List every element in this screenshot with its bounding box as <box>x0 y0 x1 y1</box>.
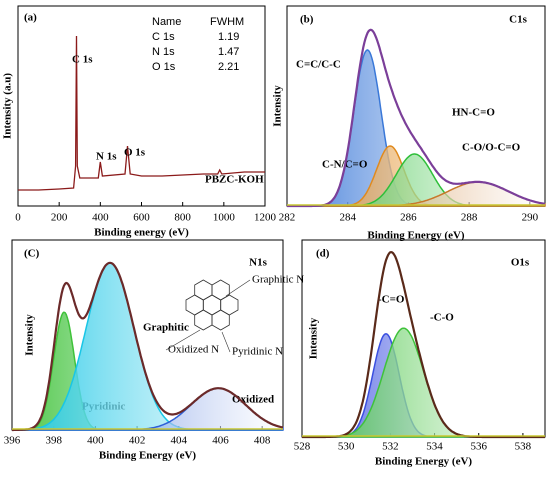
inset-label: Pyridinic N <box>232 346 283 358</box>
x-tick-label: 404 <box>171 435 188 447</box>
peak-label: HN-C=O <box>452 107 495 119</box>
x-tick-label: 200 <box>51 212 68 224</box>
table-cell: C 1s <box>152 31 175 43</box>
x-tick-label: 282 <box>279 212 296 224</box>
x-tick-label: 534 <box>426 441 443 453</box>
y-axis-title: Intensity <box>308 317 320 359</box>
peak-annotation: N 1s <box>96 151 117 163</box>
x-tick-label: 600 <box>133 212 150 224</box>
y-axis-title: Intensity <box>272 85 284 127</box>
x-tick-label: 1200 <box>254 212 277 224</box>
x-tick-label: 800 <box>174 212 191 224</box>
table-cell: O 1s <box>152 61 176 73</box>
y-axis-title: Intensity (a.u) <box>2 73 14 139</box>
inset-label: Graphitic N <box>252 274 304 286</box>
label-pointer <box>165 329 201 351</box>
table-header: Name <box>152 16 181 28</box>
peak-annotation: PBZC-KOH <box>205 174 264 186</box>
x-tick-label: 530 <box>338 441 355 453</box>
panel-label: (C) <box>24 248 40 260</box>
panel-title: O1s <box>511 257 530 269</box>
molecule-ring <box>202 294 222 316</box>
x-tick-label: 406 <box>212 435 229 447</box>
table-cell: N 1s <box>152 46 175 58</box>
envelope <box>287 28 546 208</box>
peak-annotation: C 1s <box>72 54 93 66</box>
peak-label: C=C/C-C <box>296 59 341 71</box>
x-tick-label: 288 <box>461 212 478 224</box>
peak-label: -C=O <box>378 294 405 306</box>
peak-label: Graphitic <box>143 322 189 334</box>
envelope <box>12 261 284 432</box>
molecule-ring <box>194 309 213 331</box>
panel-label: (b) <box>300 14 314 26</box>
x-tick-label: 402 <box>129 435 146 447</box>
table-cell: 1.47 <box>218 46 239 58</box>
panel-title: C1s <box>509 14 527 26</box>
label-pointer <box>221 331 231 353</box>
inset-label: Oxidized N <box>168 344 219 356</box>
x-tick-label: 532 <box>382 441 399 453</box>
peak-annotation: O 1s <box>124 147 146 159</box>
peak-label: C-O/O-C=O <box>462 142 521 154</box>
x-axis-title: Binding Energy (eV) <box>375 456 473 468</box>
x-tick-label: 528 <box>294 441 311 453</box>
x-tick-label: 398 <box>45 435 62 447</box>
y-axis-title: Intensity <box>24 314 36 356</box>
x-tick-label: 400 <box>87 435 104 447</box>
molecule-ring <box>211 309 230 331</box>
x-tick-label: 290 <box>522 212 539 224</box>
x-tick-label: 286 <box>400 212 417 224</box>
panel-label: (a) <box>24 12 37 24</box>
x-tick-label: 538 <box>515 441 532 453</box>
table-cell: 2.21 <box>218 61 239 73</box>
molecule-ring <box>185 294 204 316</box>
spectrum-line <box>18 35 265 191</box>
table-cell: 1.19 <box>218 31 239 43</box>
x-tick-label: 408 <box>254 435 271 447</box>
fit-peak <box>302 327 545 438</box>
x-tick-label: 536 <box>470 441 487 453</box>
x-tick-label: 396 <box>4 435 21 447</box>
peak-label: -C-O <box>430 312 454 324</box>
x-tick-label: 284 <box>339 212 356 224</box>
molecule-ring <box>211 279 230 301</box>
x-tick-label: 400 <box>92 212 109 224</box>
x-axis-title: Binding Energy (eV) <box>99 450 197 462</box>
molecule-ring <box>194 279 213 301</box>
x-tick-label: 0 <box>15 212 21 224</box>
panel-title: N1s <box>249 257 267 269</box>
panel-label: (d) <box>316 248 330 260</box>
x-axis-title: Binding energy (eV) <box>94 227 189 239</box>
table-header: FWHM <box>210 16 244 28</box>
x-tick-label: 1000 <box>213 212 236 224</box>
label-pointer <box>225 279 251 297</box>
molecule-ring <box>220 294 239 316</box>
x-axis-title: Binding Energy (eV) <box>367 230 465 242</box>
